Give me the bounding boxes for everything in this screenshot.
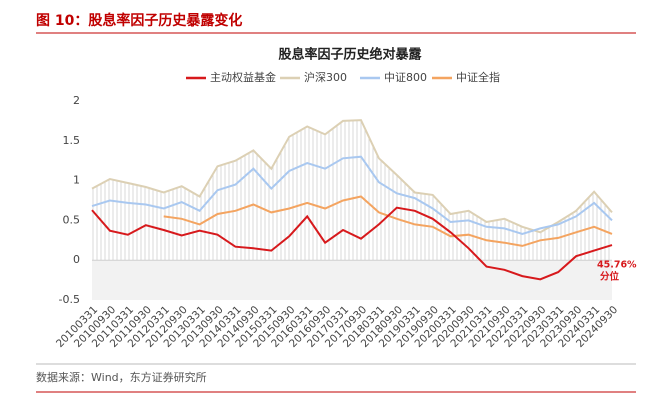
series-line: [91, 206, 613, 281]
y-tick-label: 0: [73, 253, 80, 266]
series-line: [91, 119, 613, 234]
chart-title: 股息率因子历史绝对暴露: [278, 47, 422, 63]
annotation: 45.76%: [597, 260, 637, 271]
legend-label: 中证800: [384, 71, 427, 84]
y-tick-label: 1.5: [63, 134, 81, 147]
legend-label: 中证全指: [456, 70, 500, 84]
figure-title: 图 10：股息率因子历史暴露变化: [36, 12, 242, 29]
y-tick-label: -0.5: [59, 293, 80, 306]
y-tick-label: 0.5: [63, 213, 81, 226]
y-tick-label: 2: [73, 94, 80, 107]
annotation: 分位: [600, 271, 620, 283]
legend-label: 沪深300: [304, 70, 347, 84]
negative-zone: [92, 260, 612, 300]
source: 数据来源：Wind，东方证券研究所: [36, 370, 207, 384]
series-line: [91, 155, 613, 235]
y-tick-label: 1: [73, 174, 80, 187]
legend-label: 主动权益基金: [210, 70, 276, 84]
